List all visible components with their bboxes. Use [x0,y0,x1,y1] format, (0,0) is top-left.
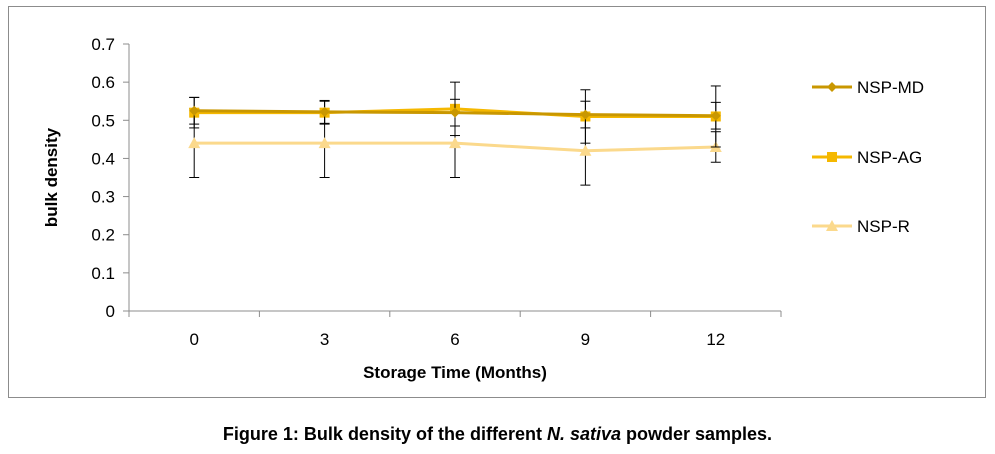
line-chart: 0 0.1 0.2 0.3 0.4 0.5 0.6 0.7 0 3 6 9 12 Storage Time… [42,35,924,382]
x-tick-label: 9 [581,330,590,349]
x-tick-label: 3 [320,330,329,349]
x-tick-label: 12 [706,330,725,349]
y-tick-label: 0 [106,302,115,321]
caption-suffix: powder samples. [621,424,773,444]
x-axis-title: Storage Time (Months) [363,363,547,382]
data-point-nsp-md [450,107,460,118]
data-point-nsp-r [449,137,461,149]
y-tick-label: 0.5 [91,111,115,130]
data-point-nsp-r [318,137,331,149]
legend-label-nsp-r: NSP-R [857,217,910,236]
data-point-nsp-md [189,105,200,116]
x-tick-label: 0 [189,330,198,349]
y-tick-label: 0.7 [91,35,115,54]
figure-caption: Figure 1: Bulk density of the different … [0,424,995,445]
data-point-nsp-r [579,144,592,156]
legend-marker-nsp-ag [827,152,837,162]
y-tick-label: 0.1 [91,264,115,283]
caption-prefix: Figure 1: Bulk density of the different [222,424,547,444]
data-point-nsp-md [319,106,330,117]
legend-marker-nsp-md [827,82,837,92]
y-tick-label: 0.3 [91,188,115,207]
chart-area: 0 0.1 0.2 0.3 0.4 0.5 0.6 0.7 0 3 6 9 12 Storage Time… [8,6,986,398]
data-point-nsp-md [710,110,721,121]
y-tick-label: 0.2 [91,226,115,245]
legend-label-nsp-ag: NSP-AG [857,148,922,167]
data-point-nsp-r [188,137,201,149]
x-tick-label: 6 [450,330,459,349]
y-axis-title: bulk density [42,127,61,227]
legend-label-nsp-md: NSP-MD [857,78,924,97]
y-tick-label: 0.6 [91,73,115,92]
data-point-nsp-md [580,109,591,120]
y-tick-label: 0.4 [91,149,115,168]
legend-marker-nsp-r [826,220,838,231]
caption-species: N. sativa [546,424,621,444]
